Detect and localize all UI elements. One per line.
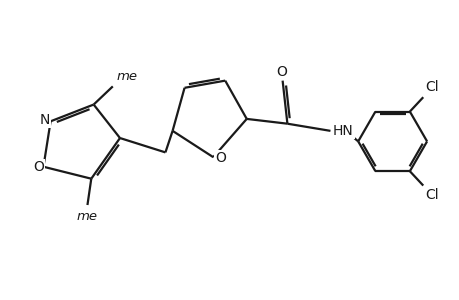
Text: N: N xyxy=(39,113,50,127)
Text: HN: HN xyxy=(332,124,353,138)
Text: O: O xyxy=(214,151,225,165)
Text: Cl: Cl xyxy=(425,188,438,203)
Text: O: O xyxy=(275,65,286,79)
Text: me: me xyxy=(77,210,98,223)
Text: me: me xyxy=(117,70,137,83)
Text: O: O xyxy=(33,160,44,174)
Text: Cl: Cl xyxy=(425,80,438,94)
